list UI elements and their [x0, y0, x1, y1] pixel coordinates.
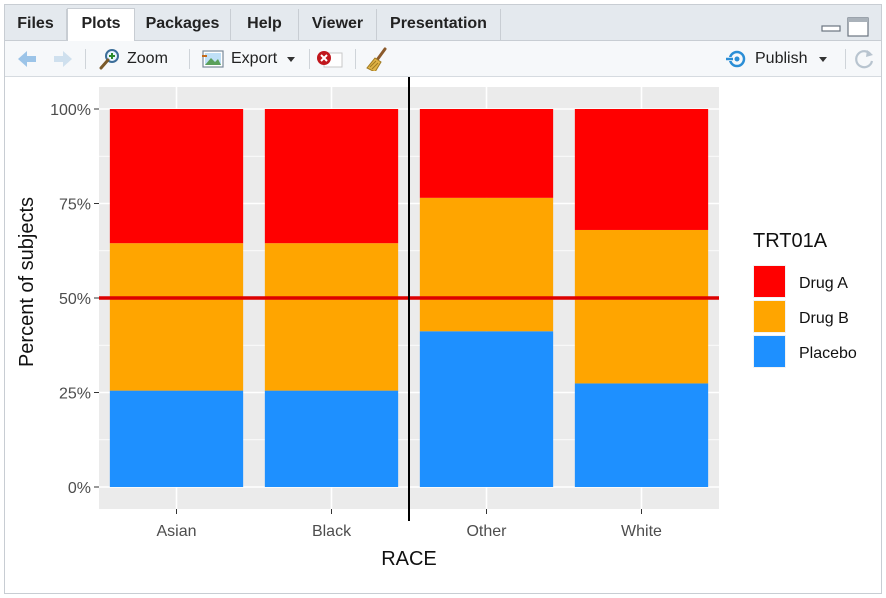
- export-button[interactable]: Export: [201, 47, 299, 71]
- tab-files[interactable]: Files: [5, 9, 67, 41]
- legend-label: Placebo: [799, 345, 857, 362]
- export-image-icon: [202, 50, 224, 68]
- minimize-icon[interactable]: [821, 25, 841, 33]
- bar-white-drug-b: [574, 229, 709, 384]
- bar-white-placebo: [574, 383, 709, 487]
- bar-white-drug-a: [574, 109, 709, 230]
- tab-viewer[interactable]: Viewer: [299, 9, 377, 41]
- y-tick-label: 25%: [59, 386, 91, 403]
- toolbar-separator: [309, 49, 310, 69]
- y-tick-label: 0%: [68, 480, 91, 497]
- bar-black-drug-b: [264, 243, 399, 391]
- broom-clear-icon[interactable]: [365, 47, 391, 71]
- x-tick-label: Asian: [156, 523, 196, 540]
- zoom-button[interactable]: Zoom: [99, 47, 168, 71]
- y-tick-label: 75%: [59, 197, 91, 214]
- publish-label: Publish: [755, 50, 808, 67]
- bar-black-drug-a: [264, 109, 399, 244]
- x-tick-label: Other: [466, 523, 507, 540]
- toolbar-separator: [85, 49, 86, 69]
- plots-pane: Files Plots Packages Help Viewer Present…: [4, 4, 882, 594]
- plot-canvas: 0% 25% 50% 75% 100% Asian Black Other White RACE P…: [16, 77, 857, 570]
- y-tick-label: 100%: [50, 102, 91, 119]
- toolbar-separator: [189, 49, 190, 69]
- plot-reference-lines: [99, 77, 719, 521]
- y-tick-label: 50%: [59, 291, 91, 308]
- y-axis-title: Percent of subjects: [16, 197, 38, 367]
- plot-legend: TRT01A Drug A Drug B Placebo: [753, 230, 857, 368]
- zoom-label: Zoom: [127, 50, 168, 67]
- bar-other-drug-a: [419, 109, 554, 198]
- maximize-icon[interactable]: [847, 17, 869, 37]
- bar-asian-drug-a: [109, 109, 244, 244]
- toolbar-separator: [845, 49, 846, 69]
- legend-label: Drug B: [799, 310, 849, 327]
- plots-toolbar: Zoom Export: [5, 41, 881, 77]
- chevron-down-icon: [819, 57, 828, 62]
- bar-other-placebo: [419, 331, 554, 487]
- x-tick-label: White: [621, 523, 662, 540]
- chevron-down-icon: [287, 57, 296, 62]
- remove-plot-icon[interactable]: [315, 47, 345, 71]
- pane-tab-bar: Files Plots Packages Help Viewer Present…: [5, 5, 881, 42]
- legend-label: Drug A: [799, 275, 848, 292]
- toolbar-separator: [355, 49, 356, 69]
- export-label: Export: [231, 50, 278, 67]
- publish-button[interactable]: Publish: [725, 47, 831, 71]
- publish-icon: [725, 50, 746, 68]
- x-tick-label: Black: [312, 523, 352, 540]
- bar-asian-drug-b: [109, 243, 244, 391]
- plot-bars: [109, 109, 709, 487]
- tab-packages[interactable]: Packages: [135, 9, 231, 41]
- bar-black-placebo: [264, 390, 399, 487]
- forward-arrow-icon[interactable]: [51, 47, 75, 71]
- bar-asian-placebo: [109, 390, 244, 487]
- tab-plots[interactable]: Plots: [67, 8, 135, 42]
- back-arrow-icon[interactable]: [15, 47, 39, 71]
- zoom-magnifier-icon: [99, 49, 119, 70]
- legend-swatch-drug-a: [754, 266, 785, 297]
- tab-presentation[interactable]: Presentation: [377, 9, 501, 41]
- legend-swatch-drug-b: [754, 301, 785, 332]
- tab-help[interactable]: Help: [231, 9, 299, 41]
- plot-axes: 0% 25% 50% 75% 100% Asian Black Other White RACE P…: [16, 102, 662, 570]
- x-axis-title: RACE: [381, 548, 437, 570]
- bar-other-drug-b: [419, 197, 554, 332]
- refresh-icon[interactable]: [853, 47, 877, 71]
- legend-swatch-placebo: [754, 336, 785, 367]
- legend-title: TRT01A: [753, 230, 828, 252]
